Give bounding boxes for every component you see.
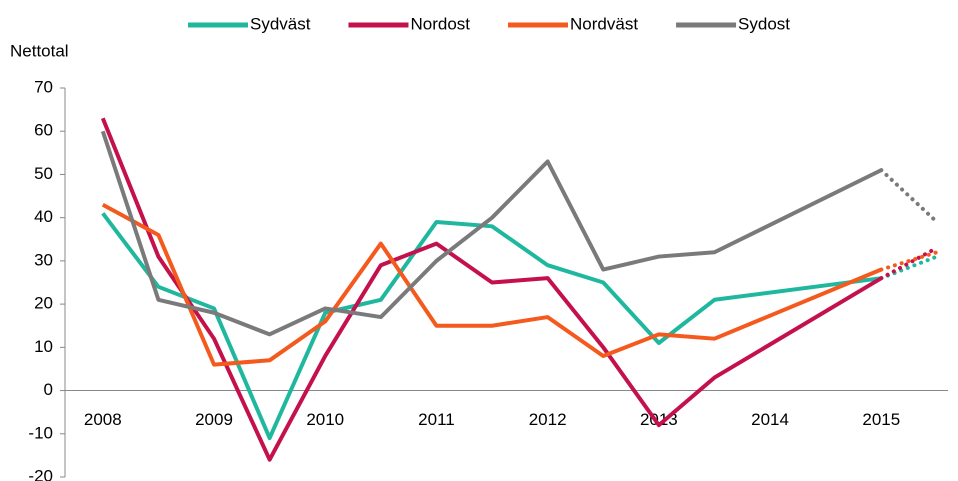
x-tick-label: 2011 bbox=[418, 410, 455, 429]
y-tick-label: -10 bbox=[28, 423, 53, 442]
series-line bbox=[100, 130, 883, 337]
y-axis-label: Nettotal bbox=[10, 41, 69, 60]
legend-label: Nordväst bbox=[570, 14, 638, 33]
y-tick-label: 40 bbox=[34, 207, 53, 226]
series-line-projection bbox=[879, 254, 939, 281]
legend-label: Nordost bbox=[410, 14, 470, 33]
x-tick-label: 2008 bbox=[84, 410, 122, 429]
y-tick-label: 70 bbox=[34, 77, 53, 96]
x-tick-label: 2015 bbox=[862, 410, 900, 429]
series-line-projection bbox=[879, 168, 939, 224]
x-tick-label: 2010 bbox=[306, 410, 344, 429]
series-line-projection bbox=[879, 250, 939, 272]
series-line bbox=[100, 117, 883, 462]
legend-label: Sydost bbox=[738, 14, 790, 33]
series-line bbox=[101, 212, 882, 441]
y-tick-label: 50 bbox=[34, 164, 53, 183]
x-tick-label: 2014 bbox=[751, 410, 789, 429]
y-tick-label: 20 bbox=[34, 294, 53, 313]
series-line-projection bbox=[879, 245, 939, 281]
y-tick-label: 60 bbox=[34, 121, 53, 140]
y-tick-label: 30 bbox=[34, 250, 53, 269]
y-tick-label: 10 bbox=[34, 337, 53, 356]
legend-label: Sydväst bbox=[250, 14, 311, 33]
x-tick-label: 2009 bbox=[195, 410, 233, 429]
y-tick-label: -20 bbox=[28, 466, 53, 481]
series-line bbox=[101, 202, 883, 367]
y-tick-label: 0 bbox=[44, 380, 53, 399]
x-tick-label: 2012 bbox=[529, 410, 567, 429]
